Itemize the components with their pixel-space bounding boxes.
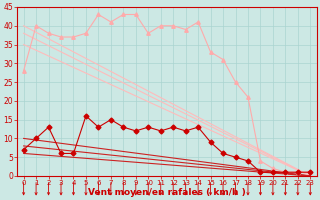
X-axis label: Vent moyen/en rafales ( km/h ): Vent moyen/en rafales ( km/h ) [88, 188, 246, 197]
